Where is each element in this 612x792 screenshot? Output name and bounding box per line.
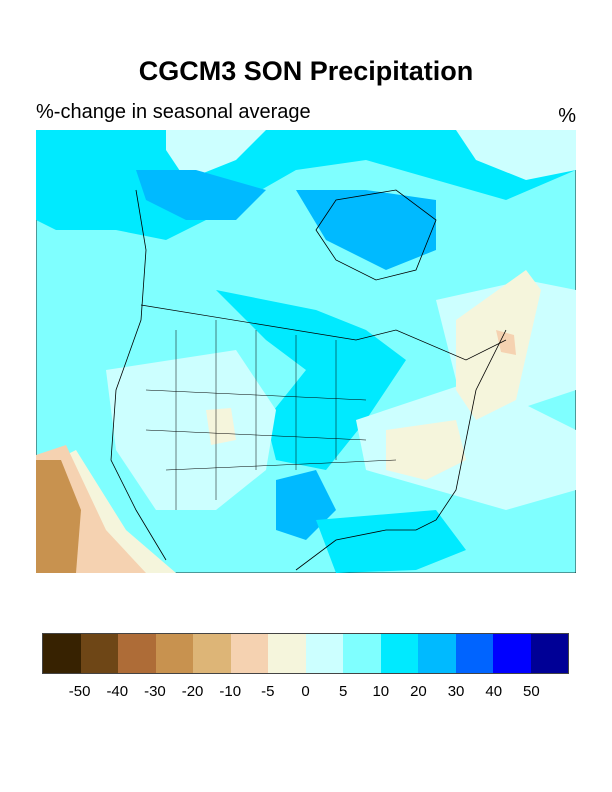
colorbar-tick-label: -50 (68, 683, 91, 700)
colorbar-tick-label: 5 (338, 683, 348, 700)
region-beige-rockies (206, 408, 236, 445)
colorbar-swatch (305, 634, 343, 673)
colorbar-tick-label: 50 (523, 683, 540, 700)
region-brown-sw (36, 460, 81, 573)
plot-subtitle: %-change in seasonal average (36, 101, 311, 123)
region-light-ne (456, 130, 576, 180)
colorbar-swatch (155, 634, 193, 673)
border-us-canada (140, 304, 507, 361)
colorbar-labels: -50 -40 -30 -20 -10 -5 0 5 10 20 30 40 50 (42, 683, 569, 703)
region-30-canada (136, 170, 266, 220)
colorbar-swatch (80, 634, 118, 673)
region-beige-se (386, 420, 466, 480)
colorbar (42, 633, 569, 674)
colorbar-tick-label: -20 (181, 683, 204, 700)
coastline-east (295, 329, 507, 571)
colorbar-tick-label: -5 (261, 683, 275, 700)
plot-title: CGCM3 SON Precipitation (138, 56, 474, 86)
region-light-north (166, 130, 266, 180)
units-label: % (558, 105, 576, 127)
colorbar-tick-label: -10 (219, 683, 242, 700)
colorbar-swatch (455, 634, 493, 673)
colorbar-swatch (493, 634, 531, 673)
colorbar-swatch (418, 634, 456, 673)
colorbar-tick-label: 20 (410, 683, 427, 700)
precipitation-map (36, 130, 576, 573)
region-tan-ne (496, 330, 516, 355)
colorbar-tick-label: 30 (447, 683, 465, 700)
region-20-gulf (316, 510, 466, 573)
colorbar-swatch (268, 634, 306, 673)
hudson-bay-coast (315, 189, 437, 281)
colorbar-swatch (530, 634, 568, 673)
colorbar-swatch (343, 634, 381, 673)
state-borders (145, 320, 397, 510)
colorbar-tick-label: 0 (301, 683, 310, 700)
region-light-east (356, 380, 576, 510)
colorbar-swatch (230, 634, 268, 673)
region-30-hudson (296, 190, 436, 270)
colorbar-swatch (193, 634, 231, 673)
colorbar-tick-label: 10 (372, 683, 390, 700)
colorbar-tick-label: 40 (485, 683, 503, 700)
colorbar-tick-label: -40 (106, 683, 129, 700)
colorbar-swatch (380, 634, 418, 673)
colorbar-swatch (43, 634, 81, 673)
colorbar-tick-label: -30 (144, 683, 166, 700)
colorbar-swatch (118, 634, 156, 673)
coastline-west (110, 189, 167, 561)
